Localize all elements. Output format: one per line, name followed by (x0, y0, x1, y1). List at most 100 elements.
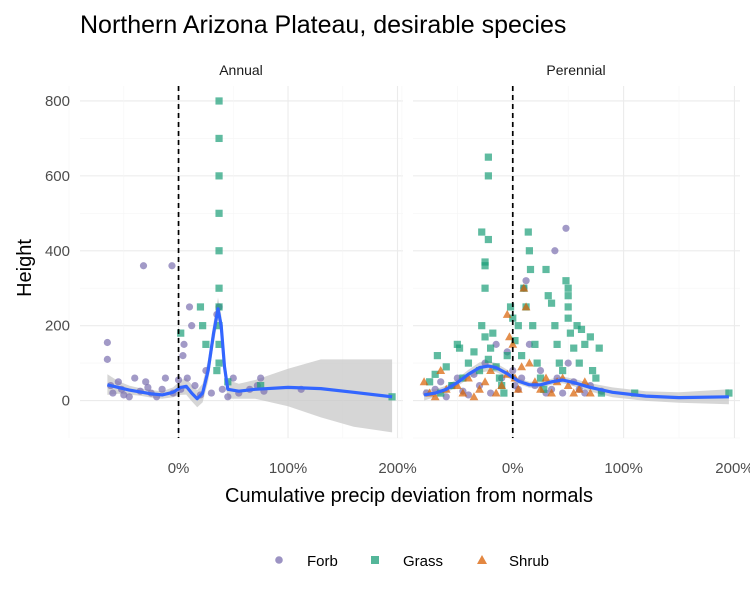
data-point-grass (215, 247, 223, 255)
data-point-grass (562, 277, 570, 285)
data-point-shrub (430, 392, 440, 401)
data-point-grass (481, 284, 489, 292)
y-tick-label: 600 (45, 168, 70, 185)
data-point-grass (564, 314, 572, 322)
data-point-shrub (569, 388, 579, 397)
data-point-grass (573, 322, 581, 330)
data-point-grass (481, 258, 489, 266)
data-point-grass (215, 340, 223, 348)
data-point-grass (503, 352, 511, 360)
data-point-shrub (536, 384, 545, 393)
data-point-shrub (475, 384, 484, 393)
data-point-forb (109, 389, 117, 397)
data-point-grass (553, 340, 561, 348)
x-axis-ticks: 0% 100% 200% 0% 100% 200% (168, 460, 750, 477)
data-point-forb (218, 385, 226, 393)
data-point-forb (562, 224, 570, 232)
legend-shrub-marker (477, 555, 487, 564)
legend-grass-label: Grass (403, 553, 443, 570)
x-tick-label: 0% (168, 460, 190, 477)
data-point-grass (595, 344, 603, 352)
data-point-grass (725, 389, 733, 397)
data-point-forb (486, 389, 495, 397)
y-axis-title: Height (14, 239, 36, 297)
legend-forb-marker (275, 556, 283, 564)
data-point-forb (492, 340, 500, 348)
data-point-forb (185, 303, 194, 311)
data-point-grass (215, 303, 223, 311)
data-point-grass (524, 228, 532, 236)
x-tick-label: 100% (269, 460, 307, 477)
data-point-grass (564, 284, 572, 292)
data-point-forb (103, 338, 111, 347)
data-point-grass (551, 322, 559, 330)
data-point-forb (536, 366, 545, 375)
data-point-grass (257, 381, 265, 390)
data-point-shrub (563, 380, 573, 389)
data-point-forb (509, 366, 517, 375)
data-point-grass (478, 322, 486, 330)
data-point-grass (495, 374, 504, 382)
data-point-grass (484, 153, 492, 161)
data-point-forb (103, 355, 111, 363)
data-point-forb (161, 374, 170, 382)
data-point-grass (555, 359, 563, 367)
data-point-grass (470, 348, 478, 356)
data-point-grass (526, 265, 535, 274)
data-point-forb (464, 391, 473, 399)
data-point-grass (509, 314, 517, 322)
data-point-shrub (513, 384, 523, 393)
data-point-grass (215, 134, 223, 143)
data-point-grass (533, 359, 541, 367)
data-point-shrub (491, 388, 501, 397)
data-point-shrub (419, 377, 429, 386)
data-point-grass (570, 344, 578, 352)
data-point-grass (536, 374, 545, 382)
data-point-grass (500, 389, 508, 397)
data-point-grass (437, 389, 445, 397)
x-axis-title: Cumulative precip deviation from normals (225, 485, 593, 507)
legend-forb-label: Forb (307, 553, 338, 570)
data-point-forb (581, 389, 589, 397)
data-point-grass (215, 359, 223, 367)
data-point-grass (478, 228, 486, 236)
data-point-grass (177, 329, 185, 337)
data-point-shrub (436, 365, 446, 374)
panel-annual (68, 86, 403, 439)
data-point-shrub (464, 373, 473, 382)
data-point-forb (188, 322, 196, 330)
data-point-grass (518, 352, 526, 360)
data-point-grass (525, 247, 533, 255)
data-point-forb (525, 340, 533, 348)
data-point-grass (453, 340, 461, 348)
data-point-grass (215, 97, 223, 105)
y-tick-label: 200 (45, 318, 70, 335)
data-point-forb (564, 359, 572, 367)
data-point-forb (168, 262, 176, 270)
x-tick-label: 200% (378, 460, 416, 477)
data-point-grass (486, 344, 495, 352)
data-point-grass (577, 325, 586, 334)
data-point-grass (547, 299, 556, 307)
data-point-grass (581, 340, 589, 348)
facet-label-perennial: Perennial (546, 62, 605, 78)
data-point-shrub (486, 365, 495, 374)
data-point-grass (196, 303, 205, 311)
data-point-grass (586, 333, 594, 341)
data-point-grass (481, 262, 489, 270)
data-point-shrub (541, 373, 551, 382)
data-point-grass (199, 322, 207, 330)
data-point-grass (481, 333, 489, 341)
data-point-forb (183, 374, 191, 382)
x-tick-label: 100% (604, 460, 642, 477)
confidence-ribbon (107, 297, 393, 433)
data-point-forb (179, 352, 187, 360)
x-tick-label: 0% (502, 460, 524, 477)
data-point-forb (437, 378, 445, 386)
data-point-forb (174, 376, 183, 384)
data-point-grass (592, 374, 600, 382)
data-point-forb (224, 393, 232, 401)
data-point-shrub (524, 358, 534, 367)
data-point-forb (559, 389, 567, 397)
